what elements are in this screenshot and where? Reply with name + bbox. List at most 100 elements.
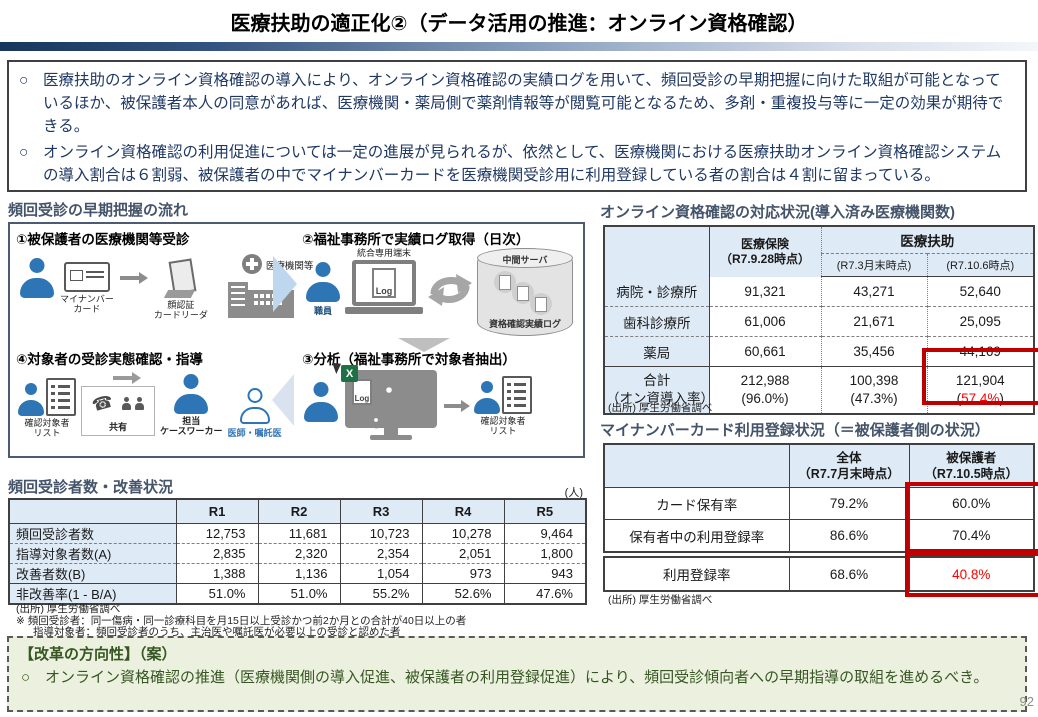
summary-bullet-2-text: オンライン資格確認の利用促進については一定の進展が見られるが、依然として、医療機… bbox=[43, 143, 1002, 184]
flow-section-heading: 頻回受診の早期把握の流れ bbox=[8, 202, 189, 219]
online-status-heading: オンライン資格確認の対応状況(導入済み医療機関数) bbox=[600, 204, 955, 221]
log-document-icon: Log bbox=[352, 379, 372, 405]
table-row: 改善者数(B) 1,388 1,136 1,054 973 943 bbox=[9, 563, 586, 584]
person-icon bbox=[474, 381, 500, 414]
people-icon bbox=[121, 397, 144, 410]
mynumber-table-wrap: 全体 （R7.7月末時点） 被保護者 （R7.10.5時点） カード保有率 79… bbox=[603, 443, 1038, 553]
mynumber-card-label: マイナンバー カード bbox=[60, 294, 114, 315]
flow-step4-title: ④対象者の受診実態確認・指導 bbox=[16, 352, 203, 367]
table-row: 頻回受診者数 12,753 11,681 10,723 10,278 9,464 bbox=[9, 523, 586, 544]
improvement-heading: 頻回受診者数・改善状況 bbox=[8, 479, 174, 496]
share-label: 共有 bbox=[108, 422, 127, 432]
column-subheader: (R7.3月末時点) bbox=[820, 253, 927, 277]
online-status-source: (出所) 厚生労働省調べ bbox=[608, 402, 713, 414]
column-header: R5 bbox=[503, 499, 586, 524]
monitor-icon: Log X bbox=[332, 359, 440, 446]
bullet-marker: ○ bbox=[19, 143, 29, 161]
table-row: カード保有率 79.2% 60.0% bbox=[604, 487, 1034, 520]
flow-step2-icons: 職員 統合専用端末 Log 中間サーバ 資格確認実績ログ bbox=[306, 248, 573, 336]
red-percentage: 40.8% bbox=[908, 557, 1034, 591]
phone-icon: ☎ bbox=[90, 391, 116, 416]
improvement-note-1: ※ 頻回受診者：同一傷病・同一診療科目を月15日以上受診かつ前2か月との合計が4… bbox=[16, 615, 467, 627]
sync-arrows-icon bbox=[428, 274, 472, 306]
card-reader-label: 顔認証 カードリーダ bbox=[153, 300, 208, 321]
flow-diagram: ①被保護者の医療機関等受診 マイナンバー カード 顔認証 カードリーダ 医療機関… bbox=[8, 222, 585, 458]
improvement-table: R1 R2 R3 R4 R5 頻回受診者数 12,753 11,681 10,7… bbox=[8, 498, 587, 605]
direction-bullet: ○ オンライン資格確認の推進（医療機関側の導入促進、被保護者の利用登録促進）によ… bbox=[19, 667, 1015, 689]
server-log-label: 資格確認実績ログ bbox=[488, 319, 561, 329]
highlighted-total-cell: 121,904 (57.4%) bbox=[926, 366, 1034, 414]
column-header: R3 bbox=[339, 499, 422, 524]
column-header: R2 bbox=[257, 499, 340, 524]
summary-bullet-2: ○ オンライン資格確認の利用促進については一定の進展が見られるが、依然として、医… bbox=[19, 142, 1015, 188]
table-row: 歯科診療所 61,006 21,671 25,095 bbox=[604, 306, 1034, 337]
table-row: 病院・診療所 91,321 43,271 52,640 bbox=[604, 276, 1034, 307]
flow-step2-title: ②福祉事務所で実績ログ取得（日次） bbox=[302, 232, 530, 247]
registration-rate-table: 利用登録率 68.6% 40.8% bbox=[603, 556, 1035, 592]
log-document-icon: Log bbox=[372, 268, 396, 299]
list-icon bbox=[46, 378, 76, 416]
doctor-label: 医師・嘱託医 bbox=[227, 428, 282, 438]
document-icon bbox=[494, 271, 516, 293]
direction-bullet-text: オンライン資格確認の推進（医療機関側の導入促進、被保護者の利用登録促進）により、… bbox=[45, 669, 989, 686]
terminal-label: 統合専用端末 bbox=[356, 248, 411, 258]
table-row: 保有者中の利用登録率 86.6% 70.4% bbox=[604, 519, 1034, 552]
excel-icon: X bbox=[341, 365, 358, 382]
person-icon bbox=[20, 258, 54, 298]
mynumber-source: (出所) 厚生労働省調べ bbox=[608, 594, 713, 606]
table-row: 指導対象者数(A) 2,835 2,320 2,354 2,051 1,800 bbox=[9, 543, 586, 564]
improvement-note-2: 指導対象者：頻回受診者のうち、主治医や嘱託医が必要以上の受診と認めた者 bbox=[33, 626, 401, 638]
direction-box: 【改革の方向性】（案） ○ オンライン資格確認の推進（医療機関側の導入促進、被保… bbox=[7, 636, 1027, 712]
registration-rate-table-wrap: 利用登録率 68.6% 40.8% bbox=[603, 552, 1038, 597]
doctor-icon bbox=[239, 388, 270, 424]
flow-step4-icons: 確認対象者 リスト ☎ 共有 担当 ケースワーカー 医師・嘱託医 bbox=[18, 372, 282, 439]
chevron-left-icon bbox=[272, 374, 294, 426]
page-title: 医療扶助の適正化②（データ活用の推進：オンライン資格確認） bbox=[230, 13, 808, 35]
bullet-marker: ○ bbox=[19, 72, 29, 89]
flow-step3-icons: Log X 確認対象者 bbox=[304, 359, 532, 446]
arrow-right-icon bbox=[119, 272, 148, 284]
summary-bullet-1: ○ 医療扶助のオンライン資格確認の導入により、オンライン資格確認の実績ログを用い… bbox=[19, 70, 1015, 139]
page-number: 92 bbox=[1019, 694, 1034, 709]
column-header: R4 bbox=[421, 499, 504, 524]
column-header: 医療保険 （R7.9.28時点） bbox=[708, 226, 821, 277]
caseworker-person-icon bbox=[174, 374, 209, 414]
chevron-down-icon bbox=[398, 338, 450, 352]
staff-person-icon bbox=[306, 262, 340, 302]
person-icon bbox=[304, 382, 338, 422]
table-row-total: 合計 （オン資導入率） 212,988 (96.0%) 100,398 (47.… bbox=[604, 366, 1034, 414]
server-label: 中間サーバ bbox=[502, 255, 548, 265]
laptop-icon: Log bbox=[345, 260, 423, 316]
mynumber-card-icon bbox=[63, 262, 110, 292]
document-icon bbox=[512, 282, 534, 304]
table-row: 非改善率(1 - B/A) 51.0% 51.0% 55.2% 52.6% 47… bbox=[9, 583, 586, 604]
title-divider bbox=[0, 42, 1038, 51]
database-cylinder-icon: 中間サーバ 資格確認実績ログ bbox=[477, 248, 573, 336]
arrow-right-icon bbox=[444, 400, 470, 412]
mynumber-heading: マイナンバーカード利用登録状況（＝被保護者側の状況） bbox=[600, 422, 990, 439]
summary-bullet-1-text: 医療扶助のオンライン資格確認の導入により、オンライン資格確認の実績ログを用いて、… bbox=[43, 72, 1004, 135]
table-row: 薬局 60,661 35,456 44,169 bbox=[604, 336, 1034, 367]
medical-cross-icon bbox=[241, 254, 262, 274]
improvement-source: (出所) 厚生労働省調べ bbox=[16, 603, 121, 615]
mynumber-table: 全体 （R7.7月末時点） 被保護者 （R7.10.5時点） カード保有率 79… bbox=[603, 443, 1035, 553]
check-list-label: 確認対象者 リスト bbox=[480, 416, 526, 437]
card-reader-icon bbox=[166, 260, 196, 298]
person-icon bbox=[18, 383, 44, 416]
check-list-label: 確認対象者 リスト bbox=[24, 418, 70, 439]
red-percentage: 57.4% bbox=[961, 391, 1000, 406]
flow-step3-title: ③分析（福祉事務所で対象者抽出） bbox=[302, 352, 516, 367]
chevron-right-icon bbox=[273, 256, 297, 312]
column-header: 被保護者 （R7.10.5時点） bbox=[908, 444, 1034, 488]
summary-box: ○ 医療扶助のオンライン資格確認の導入により、オンライン資格確認の実績ログを用い… bbox=[7, 60, 1027, 192]
share-box: ☎ 共有 bbox=[81, 386, 155, 436]
gears-icon bbox=[367, 375, 404, 435]
arrow-right-icon bbox=[113, 372, 141, 384]
document-icon bbox=[530, 293, 552, 315]
online-status-table: 医療保険 （R7.9.28時点） 医療扶助 (R7.3月末時点) (R7.10.… bbox=[603, 225, 1035, 415]
improvement-unit: (人) bbox=[564, 487, 583, 499]
column-subheader: (R7.10.6時点) bbox=[926, 253, 1034, 277]
flow-step1-title: ①被保護者の医療機関等受診 bbox=[16, 232, 190, 247]
list-icon bbox=[502, 376, 532, 414]
